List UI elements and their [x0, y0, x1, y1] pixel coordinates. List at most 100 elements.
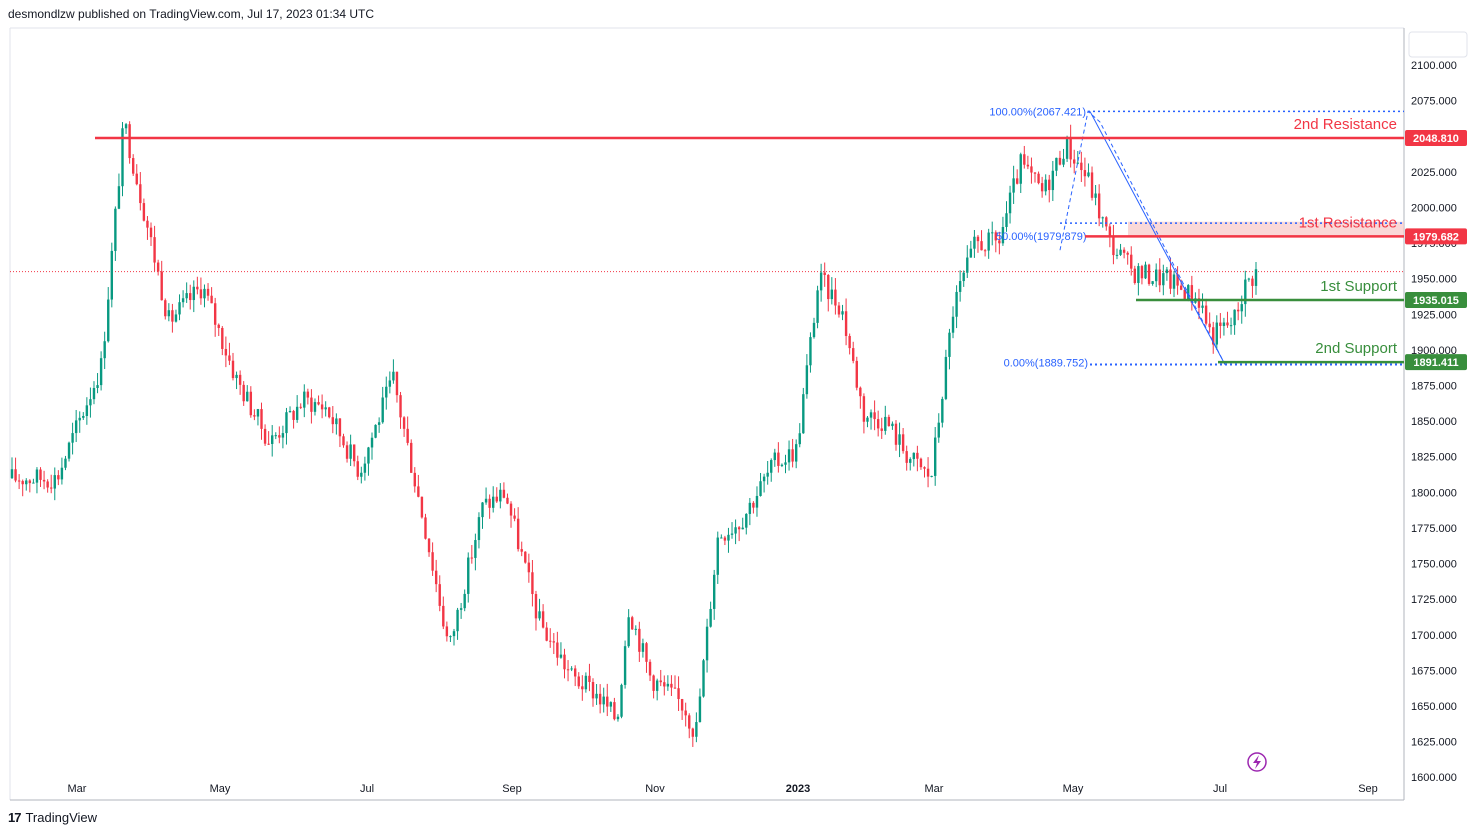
candle-body	[413, 472, 416, 487]
candle-body	[559, 654, 563, 658]
candle-body	[966, 257, 969, 273]
candle-body	[648, 661, 652, 676]
candle-body	[1222, 322, 1226, 326]
level-label: 2nd Resistance	[1294, 116, 1397, 133]
candle-body	[1026, 164, 1030, 167]
candle-body	[210, 295, 213, 304]
candle-body	[912, 452, 916, 460]
candle-body	[317, 402, 320, 405]
candle-body	[1183, 289, 1186, 301]
tradingview-logo-icon: 17	[8, 810, 22, 825]
candle-body	[973, 236, 976, 249]
candle-body	[213, 303, 217, 325]
candle-body	[385, 386, 388, 398]
candle-body	[477, 517, 481, 541]
candle-body	[189, 293, 192, 301]
candle-body	[370, 437, 374, 448]
candle-body	[431, 552, 434, 571]
candle-body	[57, 475, 60, 480]
top-right-box[interactable]	[1408, 31, 1468, 58]
candle-body	[823, 272, 826, 276]
candle-body	[1055, 157, 1058, 171]
candle-body	[566, 669, 570, 671]
candle-body	[1090, 172, 1094, 198]
candle-body	[335, 418, 338, 425]
candle-body	[1140, 266, 1144, 279]
candle-body	[933, 437, 937, 476]
candle-body	[388, 380, 392, 387]
candle-body	[923, 467, 926, 469]
candle-body	[96, 385, 99, 388]
candle-body	[363, 463, 367, 473]
candle-body	[192, 286, 195, 301]
candle-body	[606, 696, 609, 707]
y-tick-label: 1700.000	[1411, 630, 1457, 642]
price-tag-text: 1979.682	[1413, 231, 1459, 243]
candle-body	[395, 371, 399, 396]
level-label: 2nd Support	[1315, 340, 1398, 357]
candle-body	[884, 416, 887, 431]
y-tick-label: 1650.000	[1411, 701, 1457, 713]
candle-body	[770, 460, 773, 473]
candle-body	[602, 696, 605, 705]
candle-body	[60, 467, 64, 480]
candle-body	[748, 502, 752, 514]
candle-body	[1240, 304, 1243, 312]
y-tick-label: 2025.000	[1411, 167, 1457, 179]
candle-body	[652, 675, 655, 691]
candle-body	[299, 406, 302, 408]
levels: 2nd Resistance 2048.810 1st Resistance 1979…	[95, 116, 1467, 371]
candle-body	[1172, 274, 1176, 289]
candle-body	[224, 348, 228, 356]
candle-body	[1176, 274, 1179, 286]
candle-body	[556, 642, 559, 658]
candle-body	[1094, 193, 1097, 198]
candle-body	[1165, 269, 1169, 274]
candle-body	[1244, 279, 1247, 305]
candle-body	[21, 481, 24, 485]
candle-body	[25, 480, 28, 485]
candle-body	[1233, 309, 1236, 326]
plot-area	[10, 28, 1404, 800]
candle-body	[659, 680, 662, 683]
candle-body	[577, 676, 580, 687]
candle-body	[976, 236, 980, 242]
candle-body	[424, 517, 427, 539]
lightning-icon[interactable]	[1247, 752, 1267, 772]
candle-body	[78, 417, 81, 421]
candle-body	[905, 451, 908, 463]
candle-body	[128, 124, 131, 159]
candle-body	[310, 397, 313, 412]
candle-body	[14, 469, 17, 481]
candle-body	[616, 716, 620, 720]
candle-body	[199, 289, 203, 299]
price-tag	[1405, 292, 1467, 309]
candle-body	[962, 272, 965, 282]
candle-body	[805, 365, 809, 395]
candle-body	[74, 420, 78, 434]
candle-body	[787, 449, 791, 463]
candle-body	[691, 728, 695, 737]
candle-body	[549, 640, 552, 642]
candle-body	[502, 489, 506, 498]
candle-body	[880, 428, 883, 431]
candle-body	[1115, 254, 1119, 256]
candle-body	[534, 594, 538, 619]
candle-body	[898, 434, 901, 445]
candle-body	[852, 348, 855, 361]
candle-body	[1015, 178, 1019, 184]
candle-body	[752, 502, 755, 508]
candle-body	[573, 668, 577, 677]
candle-body	[994, 232, 997, 241]
candle-body	[306, 391, 310, 398]
candle-body	[153, 237, 156, 263]
candle-body	[673, 687, 677, 689]
candle-body	[627, 617, 630, 647]
candle-body	[1105, 217, 1108, 227]
candle-body	[50, 487, 53, 489]
x-tick-label: Mar	[925, 783, 944, 795]
candle-body	[855, 360, 858, 388]
candle-body	[634, 628, 637, 630]
candle-body	[463, 593, 466, 609]
